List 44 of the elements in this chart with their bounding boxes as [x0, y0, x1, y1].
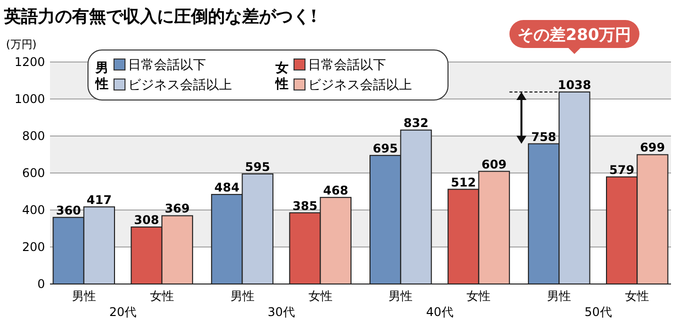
data-label: 417: [86, 192, 112, 207]
data-label: 468: [323, 183, 348, 198]
data-label: 758: [531, 130, 556, 144]
data-label: 512: [450, 175, 476, 190]
text: 男性: [547, 289, 572, 303]
text: 女性: [466, 289, 491, 303]
y-tick-label: 1200: [14, 55, 45, 70]
y-tick-label: 600: [22, 166, 45, 180]
data-label: 385: [292, 198, 318, 213]
text: 男性: [388, 289, 413, 303]
legend-label: ビジネス会話以上: [308, 78, 412, 93]
text: その差280万円: [518, 25, 632, 44]
data-label: 609: [482, 157, 507, 172]
legend-label: ビジネス会話以上: [128, 78, 232, 93]
data-label: 832: [403, 116, 429, 130]
text: 女性: [150, 289, 174, 303]
y-tick-label: 800: [22, 129, 45, 144]
data-label: 308: [134, 213, 160, 228]
annotation: 男性: [94, 61, 108, 92]
x-tick-label: 20代: [109, 305, 137, 319]
legend-label: 日常会話以下: [128, 58, 206, 73]
text: 男性: [230, 289, 254, 303]
data-label: 360: [56, 203, 82, 218]
y-tick-label: 1000: [14, 92, 45, 106]
y-tick-label: 400: [22, 203, 45, 218]
x-tick-label: 50代: [584, 305, 612, 319]
y-tick-label: 200: [22, 240, 45, 254]
annotation: 女性: [274, 61, 288, 92]
data-label: 595: [245, 160, 270, 174]
data-label: 579: [609, 162, 634, 177]
data-label: 484: [214, 180, 240, 194]
y-tick-label: 0: [37, 277, 45, 292]
legend-label: 日常会話以下: [308, 58, 386, 73]
data-label: 699: [640, 140, 666, 155]
chart-title: 英語力の有無で収入に圧倒的な差がつく!: [3, 7, 318, 27]
x-tick-label: 40代: [426, 305, 454, 319]
text: 女性: [625, 289, 650, 303]
data-label: 369: [164, 202, 190, 216]
text: 男性: [72, 289, 96, 303]
text: 女性: [308, 289, 332, 303]
y-axis-title: (万円): [6, 38, 37, 51]
data-label: 1038: [558, 78, 592, 92]
x-tick-label: 30代: [268, 305, 295, 319]
data-label: 695: [372, 141, 398, 156]
